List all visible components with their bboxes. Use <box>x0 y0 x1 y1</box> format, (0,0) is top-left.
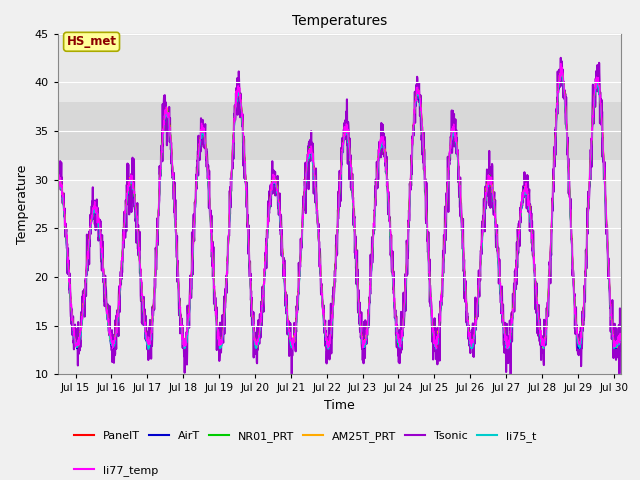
Tsonic <box>54 169 61 175</box>
AM25T_PRT <box>289 346 296 351</box>
NR01_PRT <box>617 332 625 338</box>
PanelT <box>601 187 609 192</box>
AM25T_PRT <box>54 179 61 184</box>
AM25T_PRT <box>83 271 90 277</box>
NR01_PRT <box>396 345 404 350</box>
NR01_PRT <box>557 67 565 73</box>
NR01_PRT <box>328 323 335 328</box>
li75_t <box>617 336 625 342</box>
li75_t <box>313 211 321 216</box>
NR01_PRT <box>601 184 609 190</box>
PanelT <box>497 295 505 301</box>
Line: li75_t: li75_t <box>58 72 621 349</box>
AM25T_PRT <box>617 331 625 337</box>
AirT <box>497 300 505 306</box>
PanelT <box>617 335 625 340</box>
li77_temp <box>617 334 625 340</box>
AM25T_PRT <box>557 67 565 73</box>
Tsonic <box>617 312 625 318</box>
Bar <box>58 102 621 160</box>
li77_temp <box>83 264 90 270</box>
AirT <box>313 203 321 209</box>
AirT <box>54 180 61 185</box>
li77_temp <box>601 187 609 192</box>
Legend: li77_temp: li77_temp <box>74 465 159 476</box>
NR01_PRT <box>601 179 609 185</box>
li75_t <box>557 70 565 75</box>
Tsonic <box>313 211 321 216</box>
Line: li77_temp: li77_temp <box>58 63 621 349</box>
AM25T_PRT <box>328 319 335 325</box>
li75_t <box>83 272 90 278</box>
Title: Temperatures: Temperatures <box>292 14 387 28</box>
li75_t <box>54 181 61 187</box>
PanelT <box>558 68 566 74</box>
li77_temp <box>289 346 297 352</box>
NR01_PRT <box>497 296 505 302</box>
li77_temp <box>328 318 335 324</box>
AirT <box>601 188 609 194</box>
li75_t <box>145 346 152 352</box>
li77_temp <box>54 173 61 179</box>
AM25T_PRT <box>313 204 321 210</box>
li75_t <box>497 302 505 308</box>
Line: Tsonic: Tsonic <box>58 58 621 377</box>
Tsonic <box>557 55 564 61</box>
li75_t <box>601 191 609 196</box>
Line: NR01_PRT: NR01_PRT <box>58 70 621 348</box>
AirT <box>617 336 625 341</box>
Tsonic <box>601 159 609 165</box>
PanelT <box>503 345 511 351</box>
PanelT <box>601 180 609 185</box>
NR01_PRT <box>54 179 61 184</box>
li75_t <box>601 183 609 189</box>
AirT <box>83 270 90 276</box>
Line: PanelT: PanelT <box>58 71 621 348</box>
Y-axis label: Temperature: Temperature <box>16 164 29 244</box>
PanelT <box>54 179 61 184</box>
AM25T_PRT <box>601 179 609 185</box>
AirT <box>328 324 335 330</box>
AirT <box>557 68 565 73</box>
NR01_PRT <box>83 266 90 272</box>
PanelT <box>313 202 321 208</box>
AM25T_PRT <box>601 184 609 190</box>
AirT <box>576 346 584 352</box>
Line: AM25T_PRT: AM25T_PRT <box>58 70 621 348</box>
PanelT <box>83 270 90 276</box>
li77_temp <box>601 182 609 188</box>
li77_temp <box>497 300 505 306</box>
NR01_PRT <box>313 201 321 206</box>
Tsonic <box>601 177 609 183</box>
Text: HS_met: HS_met <box>67 36 116 48</box>
PanelT <box>328 323 335 329</box>
Tsonic <box>83 267 90 273</box>
li75_t <box>328 322 335 328</box>
li77_temp <box>557 60 564 66</box>
Line: AirT: AirT <box>58 71 621 349</box>
AM25T_PRT <box>497 300 505 306</box>
AirT <box>601 184 609 190</box>
Tsonic <box>288 374 296 380</box>
li77_temp <box>313 208 321 214</box>
Tsonic <box>497 311 505 316</box>
Tsonic <box>328 330 335 336</box>
X-axis label: Time: Time <box>324 399 355 412</box>
